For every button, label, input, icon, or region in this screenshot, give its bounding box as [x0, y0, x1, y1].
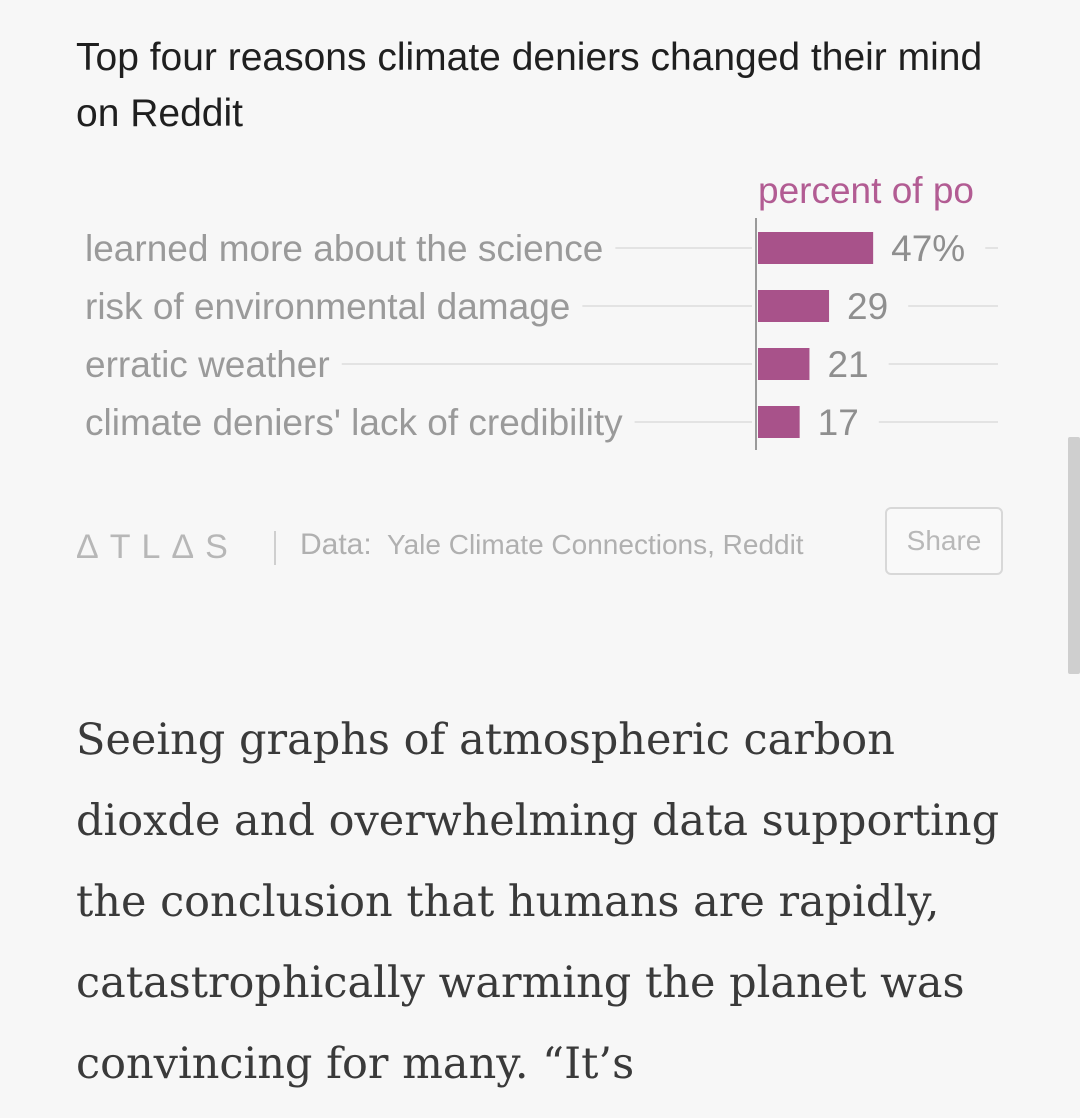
bar [758, 406, 800, 438]
bar [758, 232, 874, 264]
category-label: learned more about the science [85, 228, 603, 269]
category-label: climate deniers' lack of credibility [85, 402, 623, 443]
source-text: Yale Climate Connections, Reddit [387, 529, 804, 560]
source-label: Data: [300, 528, 372, 561]
chart-title: Top four reasons climate deniers changed… [76, 36, 983, 135]
bar [758, 290, 830, 322]
chart-footer: ΔTLΔS Data: Yale Climate Connections, Re… [76, 507, 1006, 605]
scrollbar[interactable] [1068, 437, 1080, 674]
bar [758, 348, 810, 380]
source-credit: Data: Yale Climate Connections, Reddit [300, 527, 820, 563]
value-label: 29 [847, 286, 888, 327]
atlas-logo: ΔTLΔS [76, 528, 239, 566]
value-label: 21 [827, 344, 868, 385]
category-label: erratic weather [85, 344, 330, 385]
series-label: percent of po [758, 170, 974, 211]
bar-chart: percent of po learned more about the sci… [85, 170, 998, 450]
footer-divider [274, 531, 276, 565]
share-button[interactable]: Share [885, 507, 1003, 575]
category-label: risk of environmental damage [85, 286, 570, 327]
value-label: 47% [891, 228, 965, 269]
article-paragraph: Seeing graphs of atmospheric carbon diox… [76, 715, 1000, 1089]
value-label: 17 [818, 402, 859, 443]
